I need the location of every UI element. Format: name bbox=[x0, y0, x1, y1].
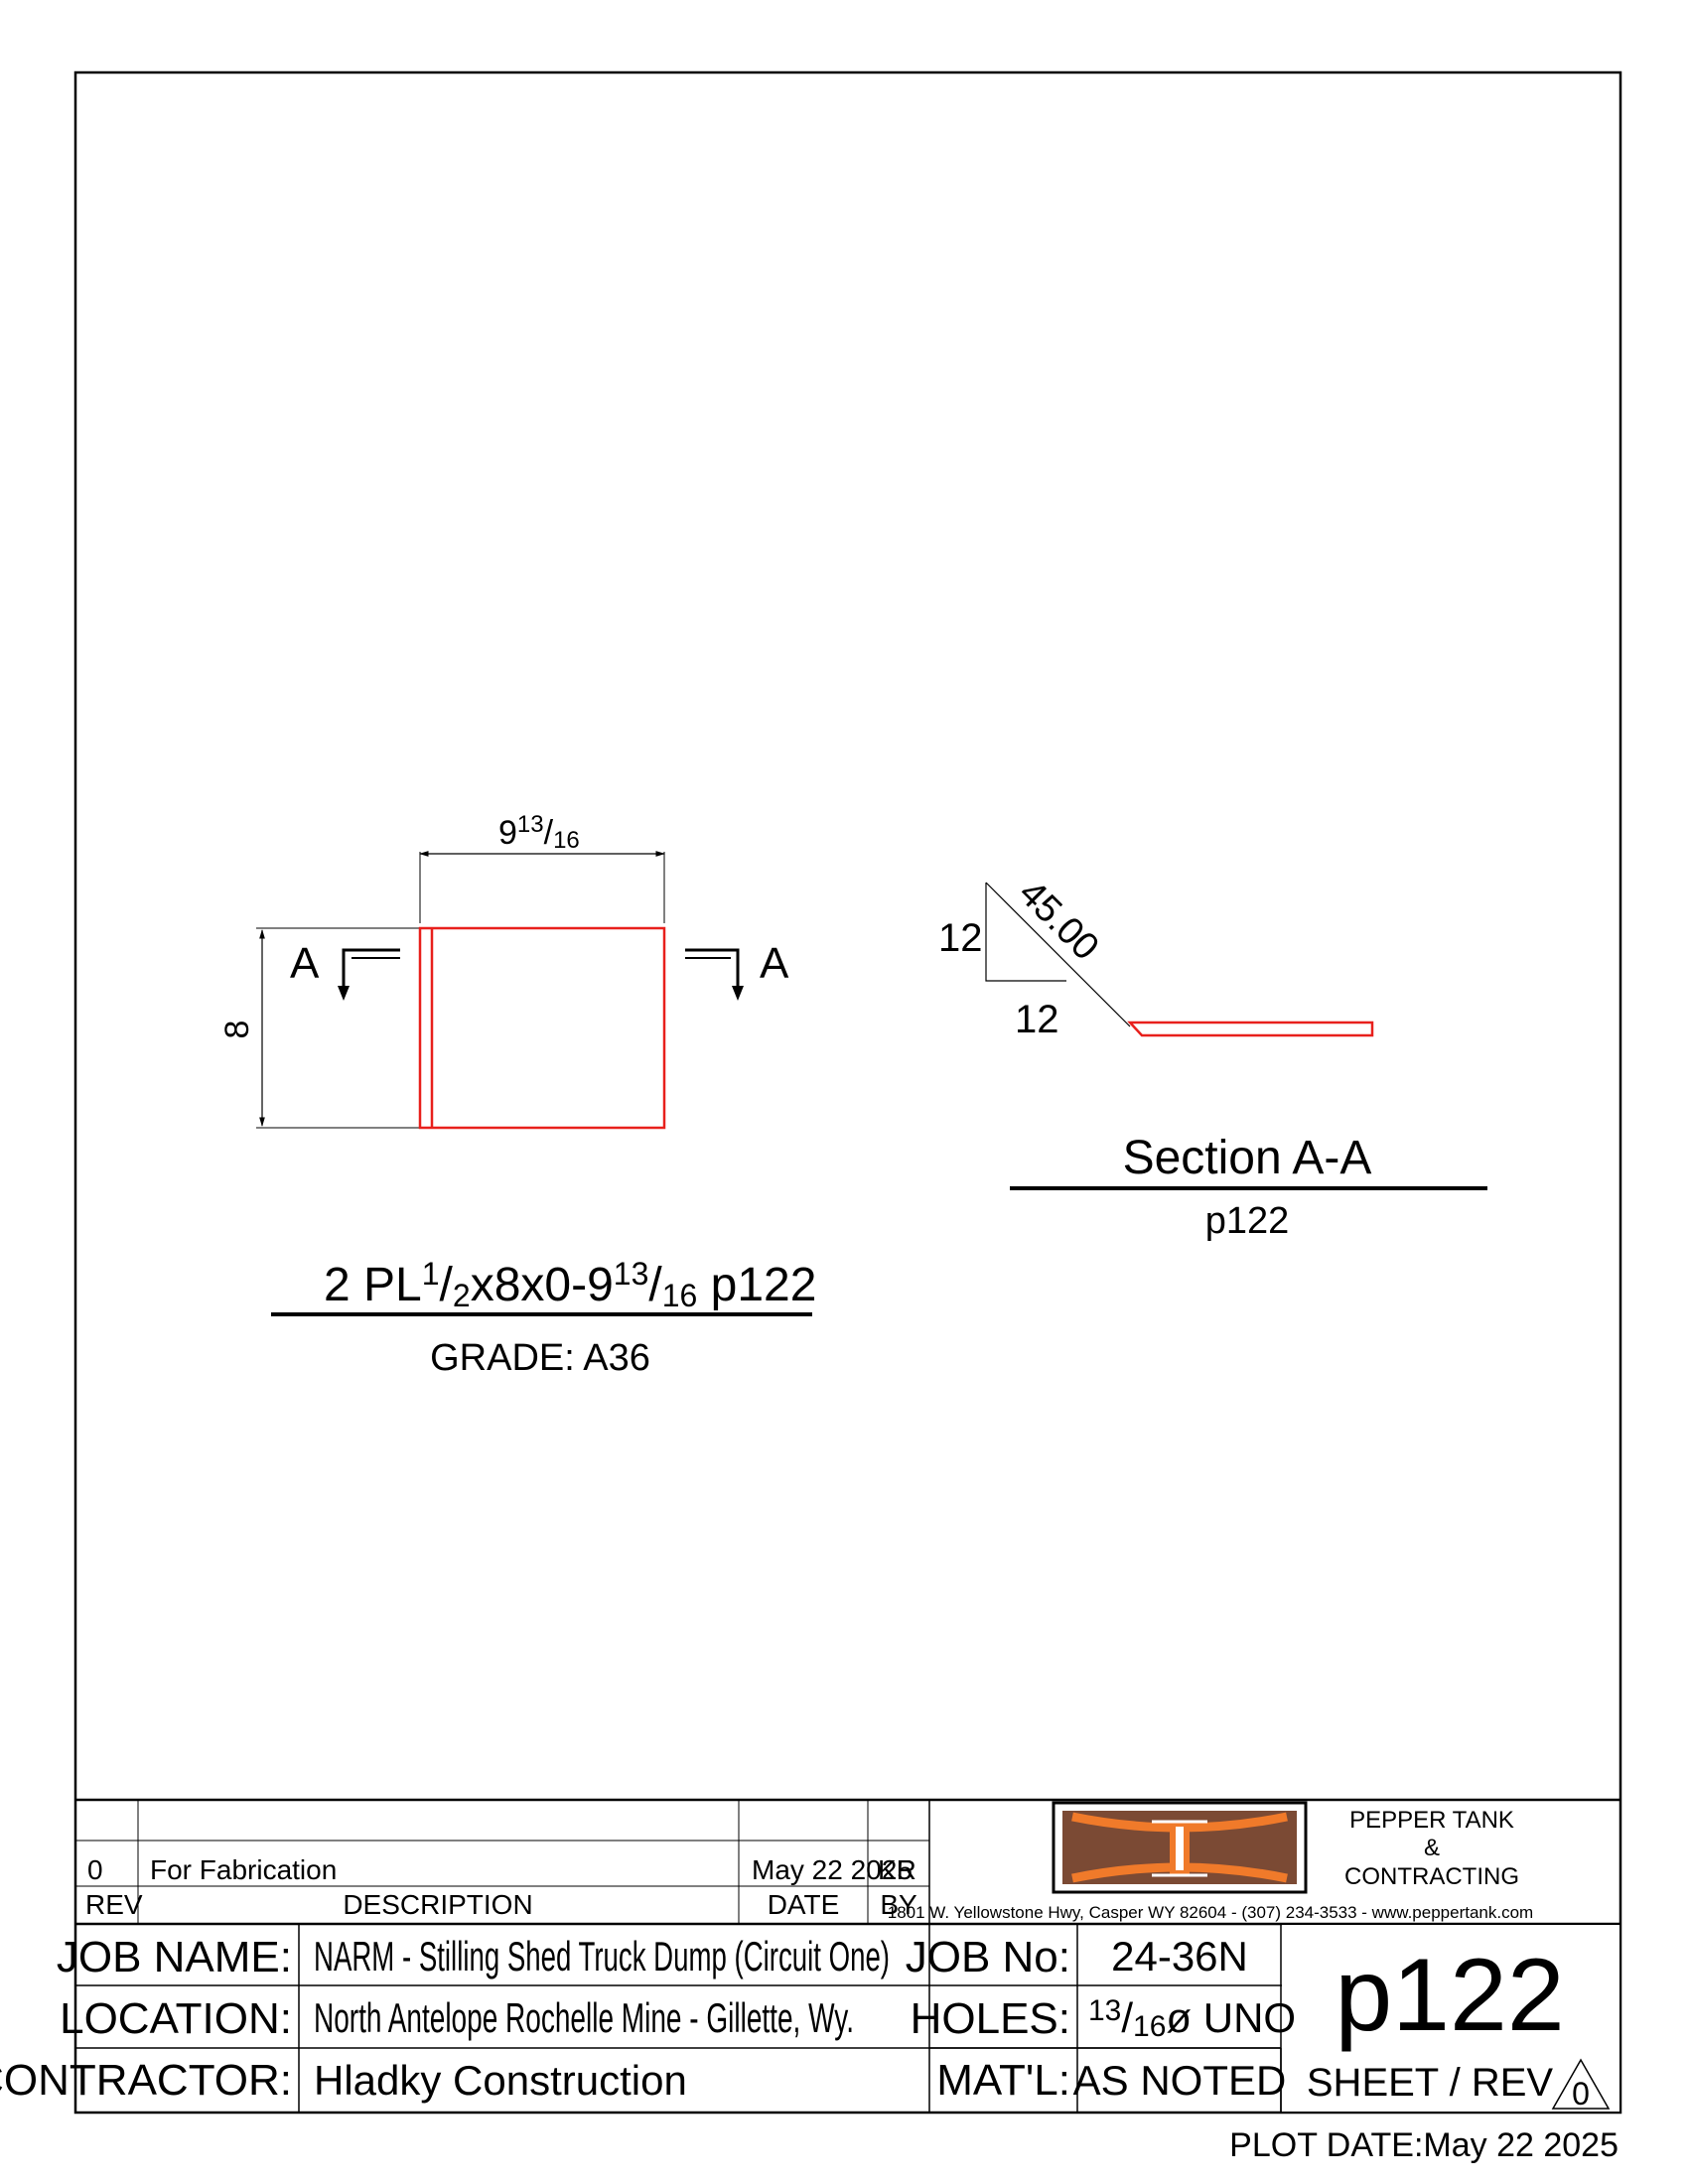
sheet-number: p122 bbox=[1335, 1938, 1564, 2053]
holes-label: HOLES: bbox=[911, 1994, 1070, 2043]
company-line-1: PEPPER TANK bbox=[1349, 1807, 1514, 1834]
location: North Antelope Rochelle Mine - Gillette,… bbox=[314, 1994, 854, 2041]
matl-label: MAT'L: bbox=[936, 2056, 1070, 2105]
sheet-rev: 0 bbox=[1572, 2076, 1590, 2112]
piece-title: 2 PL1/2x8x0-913/16 p122 bbox=[324, 1256, 816, 1313]
section-label-left: A bbox=[290, 939, 320, 988]
by-header: BY bbox=[880, 1889, 917, 1920]
job-no-label: JOB No: bbox=[906, 1933, 1070, 1981]
plate-outline bbox=[418, 926, 666, 1130]
section-view: 12 12 45.00 Section A-A p122 bbox=[938, 873, 1487, 1242]
location-label: LOCATION: bbox=[60, 1994, 292, 2043]
bevel-rise: 12 bbox=[938, 916, 983, 960]
section-label-right: A bbox=[760, 939, 789, 988]
company-line-3: CONTRACTING bbox=[1344, 1863, 1519, 1890]
section-cut-right: A bbox=[685, 939, 789, 1001]
grade-label: GRADE: A36 bbox=[430, 1337, 650, 1379]
company-name: PEPPER TANK & CONTRACTING bbox=[1344, 1807, 1519, 1890]
material: AS NOTED bbox=[1073, 2057, 1287, 2104]
sheet-rev-label: SHEET / REV bbox=[1307, 2061, 1554, 2105]
sheet-border bbox=[73, 70, 1622, 2115]
contractor: Hladky Construction bbox=[314, 2057, 687, 2104]
bevel-angle: 45.00 bbox=[1011, 873, 1107, 969]
contractor-label: CONTRACTOR: bbox=[0, 2056, 292, 2105]
bevel-hypotenuse bbox=[985, 882, 1131, 1027]
plate-width-dimension: 913/16 bbox=[498, 811, 580, 854]
bevel-run: 12 bbox=[1015, 998, 1059, 1041]
revision-row: 0 For Fabrication May 22 2025 KR REV DES… bbox=[85, 1854, 917, 1920]
job-name-label: JOB NAME: bbox=[57, 1933, 292, 1981]
bevel-triangle bbox=[985, 883, 1066, 982]
title-block bbox=[75, 1798, 1620, 2113]
job-number: 24-36N bbox=[1111, 1933, 1248, 1979]
section-title: Section A-A bbox=[1123, 1132, 1372, 1184]
rev-header: REV bbox=[85, 1889, 143, 1920]
job-labels: JOB NAME: LOCATION: CONTRACTOR: JOB No: … bbox=[0, 1933, 1070, 2105]
description-header: DESCRIPTION bbox=[343, 1889, 532, 1920]
holes-value: 13/16ø UNO bbox=[1088, 1994, 1296, 2043]
company-address: 1801 W. Yellowstone Hwy, Casper WY 82604… bbox=[888, 1903, 1533, 1922]
rev-by: KR bbox=[878, 1854, 916, 1885]
revision-triangle bbox=[1551, 2058, 1611, 2110]
job-values: NARM - Stilling Shed Truck Dump (Circuit… bbox=[314, 1933, 1296, 2104]
plate-height-dimension: 8 bbox=[218, 1021, 256, 1039]
plate-view: 913/16 8 A A 2 PL1/2x8x0-913/16 p122 GRA… bbox=[218, 811, 816, 1379]
rev-date: May 22 2025 bbox=[752, 1854, 913, 1885]
company-line-2: & bbox=[1424, 1835, 1440, 1861]
job-name: NARM - Stilling Shed Truck Dump (Circuit… bbox=[314, 1933, 890, 1979]
company-logo bbox=[1052, 1801, 1308, 1894]
date-header: DATE bbox=[768, 1889, 840, 1920]
plot-date: PLOT DATE:May 22 2025 bbox=[1229, 2126, 1618, 2164]
rev-number: 0 bbox=[87, 1854, 103, 1885]
section-reference: p122 bbox=[1205, 1200, 1290, 1242]
section-cut-left: A bbox=[290, 939, 400, 1001]
section-plate bbox=[1127, 1021, 1374, 1037]
rev-description: For Fabrication bbox=[150, 1854, 337, 1885]
